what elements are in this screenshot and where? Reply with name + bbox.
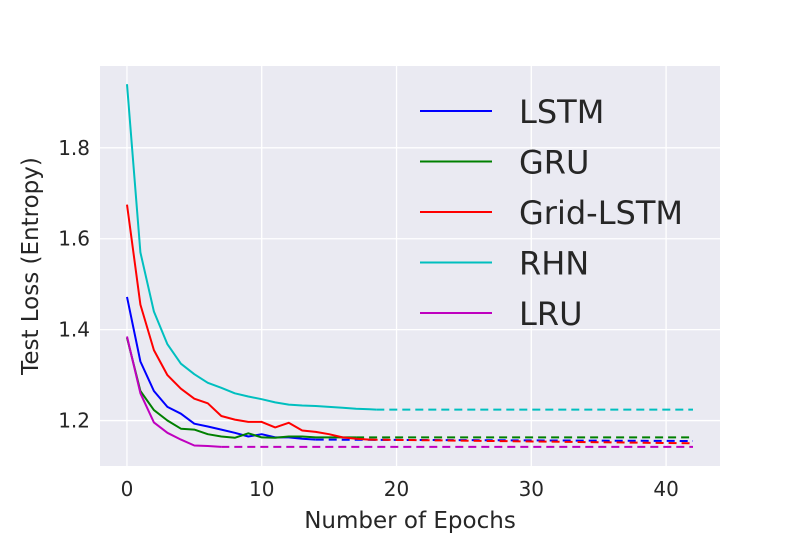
y-axis-label: Test Loss (Entropy) — [18, 157, 44, 376]
legend-label-lru: LRU — [519, 295, 582, 333]
x-axis-label: Number of Epochs — [304, 508, 516, 534]
y-tick-label: 1.2 — [58, 409, 90, 433]
x-tick-label: 10 — [249, 477, 274, 501]
x-tick-label: 0 — [121, 477, 134, 501]
series-line-grid-lstm — [126, 204, 370, 441]
series-extension-grid-lstm — [369, 438, 694, 445]
y-tick-label: 1.8 — [58, 136, 90, 160]
legend: LSTM GRU Grid-LSTM RHN LRU — [420, 93, 683, 333]
legend-label-lstm: LSTM — [519, 93, 604, 131]
x-tick-label: 40 — [653, 477, 678, 501]
x-tick-label: 20 — [384, 477, 409, 501]
series-line-lru — [126, 336, 222, 448]
legend-label-grid-lstm: Grid-LSTM — [519, 194, 683, 232]
legend-label-gru: GRU — [519, 144, 589, 182]
x-tick-label: 30 — [519, 477, 544, 501]
tick-labels: 0 10 20 30 40 1.2 1.4 1.6 1.8 — [58, 136, 679, 501]
series-line-gru — [126, 337, 357, 439]
legend-label-rhn: RHN — [519, 245, 589, 283]
series-lines — [126, 84, 694, 448]
plot-background — [100, 66, 720, 466]
y-tick-label: 1.6 — [58, 227, 90, 251]
y-tick-label: 1.4 — [58, 318, 90, 342]
series-line-rhn — [126, 84, 377, 411]
gridlines — [100, 66, 720, 466]
